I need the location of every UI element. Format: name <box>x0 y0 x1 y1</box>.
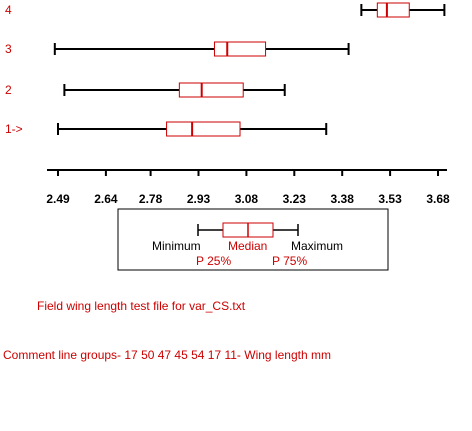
iqr-box <box>166 121 241 137</box>
x-tick-label: 3.38 <box>331 192 355 206</box>
boxplot-row: 3 <box>5 41 350 57</box>
x-tick-label: 3.53 <box>378 192 402 206</box>
x-tick-label: 3.08 <box>235 192 259 206</box>
legend-minimum-label: Minimum <box>152 239 201 253</box>
legend-p25-label: P 25% <box>196 254 231 268</box>
legend-maximum-label: Maximum <box>291 239 343 253</box>
row-label: 2 <box>5 83 12 97</box>
iqr-box <box>376 2 410 18</box>
x-tick-label: 2.93 <box>187 192 211 206</box>
boxplot-row: 4 <box>5 2 446 18</box>
x-tick-label: 2.64 <box>94 192 118 206</box>
x-axis: 2.49 2.64 2.78 2.93 3.08 3.23 3.38 3.53 3.68 <box>46 169 450 206</box>
x-tick-label: 2.78 <box>139 192 163 206</box>
file-caption: Field wing length test file for var_CS.t… <box>37 299 246 313</box>
iqr-box <box>178 82 244 98</box>
boxplot-row: 2 <box>5 82 286 98</box>
x-tick-label: 3.68 <box>426 192 450 206</box>
legend-p75-label: P 75% <box>272 254 307 268</box>
row-label: 1-> <box>5 122 23 136</box>
boxplot-row: 1-> <box>5 121 328 137</box>
comment-caption: Comment line groups- 17 50 47 45 54 17 1… <box>3 348 331 362</box>
legend: Minimum Median Maximum P 25% P 75% <box>117 208 389 271</box>
iqr-box <box>213 41 267 57</box>
x-tick-label: 3.23 <box>283 192 307 206</box>
legend-frame <box>117 208 389 271</box>
boxplot-rows: 4 3 2 1-> <box>5 2 446 137</box>
legend-median-label: Median <box>228 239 267 253</box>
row-label: 4 <box>5 3 12 17</box>
row-label: 3 <box>5 42 12 56</box>
x-tick-label: 2.49 <box>46 192 70 206</box>
